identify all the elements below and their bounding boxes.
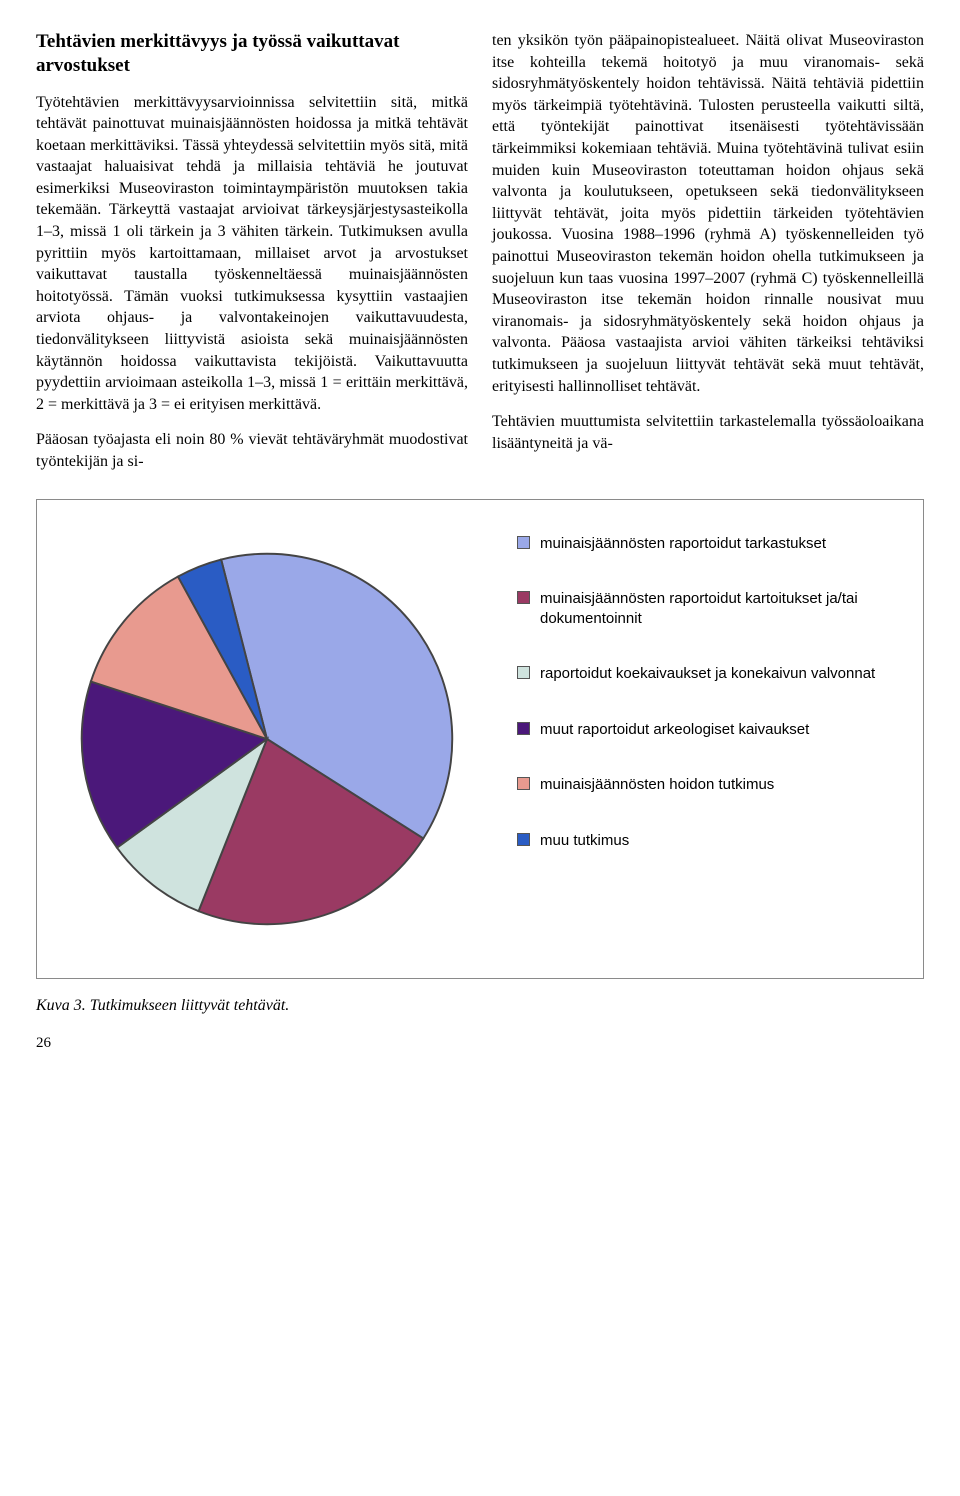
legend-swatch — [517, 777, 530, 790]
legend-swatch — [517, 833, 530, 846]
legend-label: muinaisjäännösten raportoidut kartoituks… — [540, 589, 903, 628]
body-paragraph: Työtehtävien merkittävyysarvioinnissa se… — [36, 92, 468, 416]
legend-label: muut raportoidut arkeologiset kaivaukset — [540, 720, 809, 740]
legend-label: muinaisjäännösten hoidon tutkimus — [540, 775, 774, 795]
legend-item: muu tutkimus — [517, 831, 903, 851]
legend-item: muinaisjäännösten raportoidut kartoituks… — [517, 589, 903, 628]
legend-label: muu tutkimus — [540, 831, 629, 851]
legend-item: muinaisjäännösten hoidon tutkimus — [517, 775, 903, 795]
legend-label: raportoidut koekaivaukset ja konekaivun … — [540, 664, 875, 684]
legend-label: muinaisjäännösten raportoidut tarkastuks… — [540, 534, 826, 554]
page-number: 26 — [36, 1035, 924, 1052]
chart-legend: muinaisjäännösten raportoidut tarkastuks… — [517, 524, 903, 851]
section-heading: Tehtävien merkittävyys ja työssä vaikutt… — [36, 30, 468, 78]
legend-swatch — [517, 536, 530, 549]
body-paragraph: Pääosan työajasta eli noin 80 % vievät t… — [36, 429, 468, 472]
body-paragraph: Tehtävien muuttumista selvitettiin tarka… — [492, 411, 924, 454]
legend-item: muinaisjäännösten raportoidut tarkastuks… — [517, 534, 903, 554]
legend-item: muut raportoidut arkeologiset kaivaukset — [517, 720, 903, 740]
legend-swatch — [517, 722, 530, 735]
pie-chart-container: muinaisjäännösten raportoidut tarkastuks… — [36, 499, 924, 979]
pie-chart — [57, 524, 477, 954]
figure-caption: Kuva 3. Tutkimukseen liittyvät tehtävät. — [36, 997, 924, 1015]
legend-swatch — [517, 591, 530, 604]
body-paragraph: ten yksikön työn pääpainopistealueet. Nä… — [492, 30, 924, 397]
legend-item: raportoidut koekaivaukset ja konekaivun … — [517, 664, 903, 684]
legend-swatch — [517, 666, 530, 679]
